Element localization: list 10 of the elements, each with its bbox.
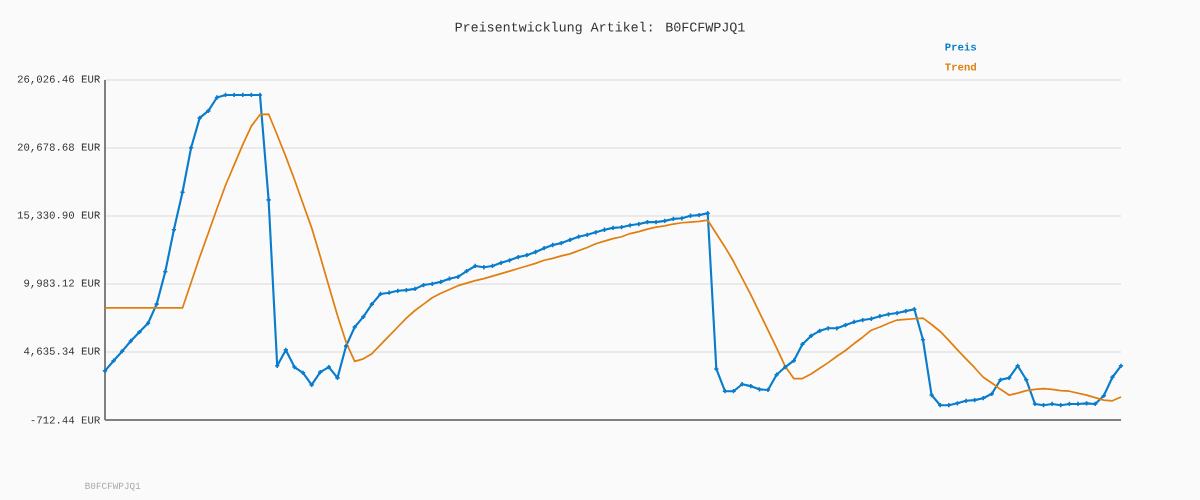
y-tick-label: 4,635.34 EUR <box>24 347 100 357</box>
y-tick-label: 26,026.46 EUR <box>17 75 100 85</box>
y-tick-label: 15,330.90 EUR <box>17 211 100 221</box>
y-tick-label: -712.44 EUR <box>31 416 100 424</box>
y-tick-label: 9,983.12 EUR <box>24 279 100 289</box>
chart-title: Preisentwicklung Artikel: B0FCFWPJQ1 <box>455 21 745 35</box>
y-tick-label: 20,678.68 EUR <box>17 143 100 153</box>
text: Trend <box>945 62 976 71</box>
text: B0FCFWPJQ1 <box>85 482 141 491</box>
text: Preis <box>945 42 977 51</box>
